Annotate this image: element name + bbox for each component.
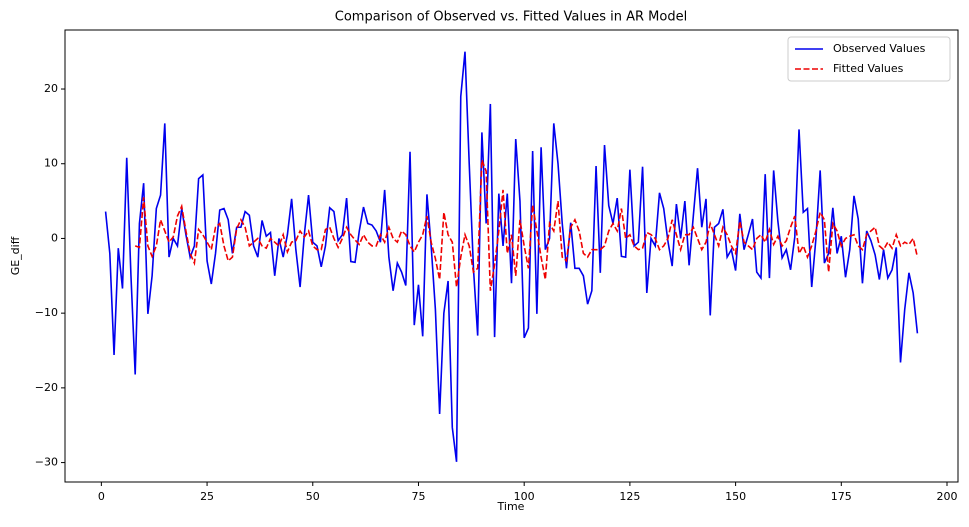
x-tick-label: 75 bbox=[411, 490, 425, 503]
y-tick-label: 0 bbox=[51, 231, 58, 244]
legend-box bbox=[787, 36, 951, 82]
x-tick-label: 0 bbox=[98, 490, 105, 503]
x-tick-label: 125 bbox=[619, 490, 640, 503]
legend-label: Fitted Values bbox=[833, 62, 904, 75]
x-tick-label: 200 bbox=[937, 490, 958, 503]
x-tick-label: 50 bbox=[306, 490, 320, 503]
x-tick-label: 100 bbox=[514, 490, 535, 503]
x-tick-label: 150 bbox=[725, 490, 746, 503]
y-tick-label: −20 bbox=[35, 381, 58, 394]
y-tick-label: 20 bbox=[44, 82, 58, 95]
y-axis-label: GE_diff bbox=[9, 236, 22, 275]
x-tick-label: 25 bbox=[200, 490, 214, 503]
series-line bbox=[134, 159, 919, 291]
y-tick-label: −10 bbox=[35, 306, 58, 319]
legend-label: Observed Values bbox=[833, 42, 926, 55]
series-line bbox=[104, 51, 919, 462]
x-tick-label: 175 bbox=[831, 490, 852, 503]
axes-frame bbox=[64, 29, 959, 483]
x-axis-label: Time bbox=[497, 500, 525, 513]
y-tick-label: 10 bbox=[44, 157, 58, 170]
chart-title: Comparison of Observed vs. Fitted Values… bbox=[335, 10, 687, 25]
y-tick-label: −30 bbox=[35, 456, 58, 469]
